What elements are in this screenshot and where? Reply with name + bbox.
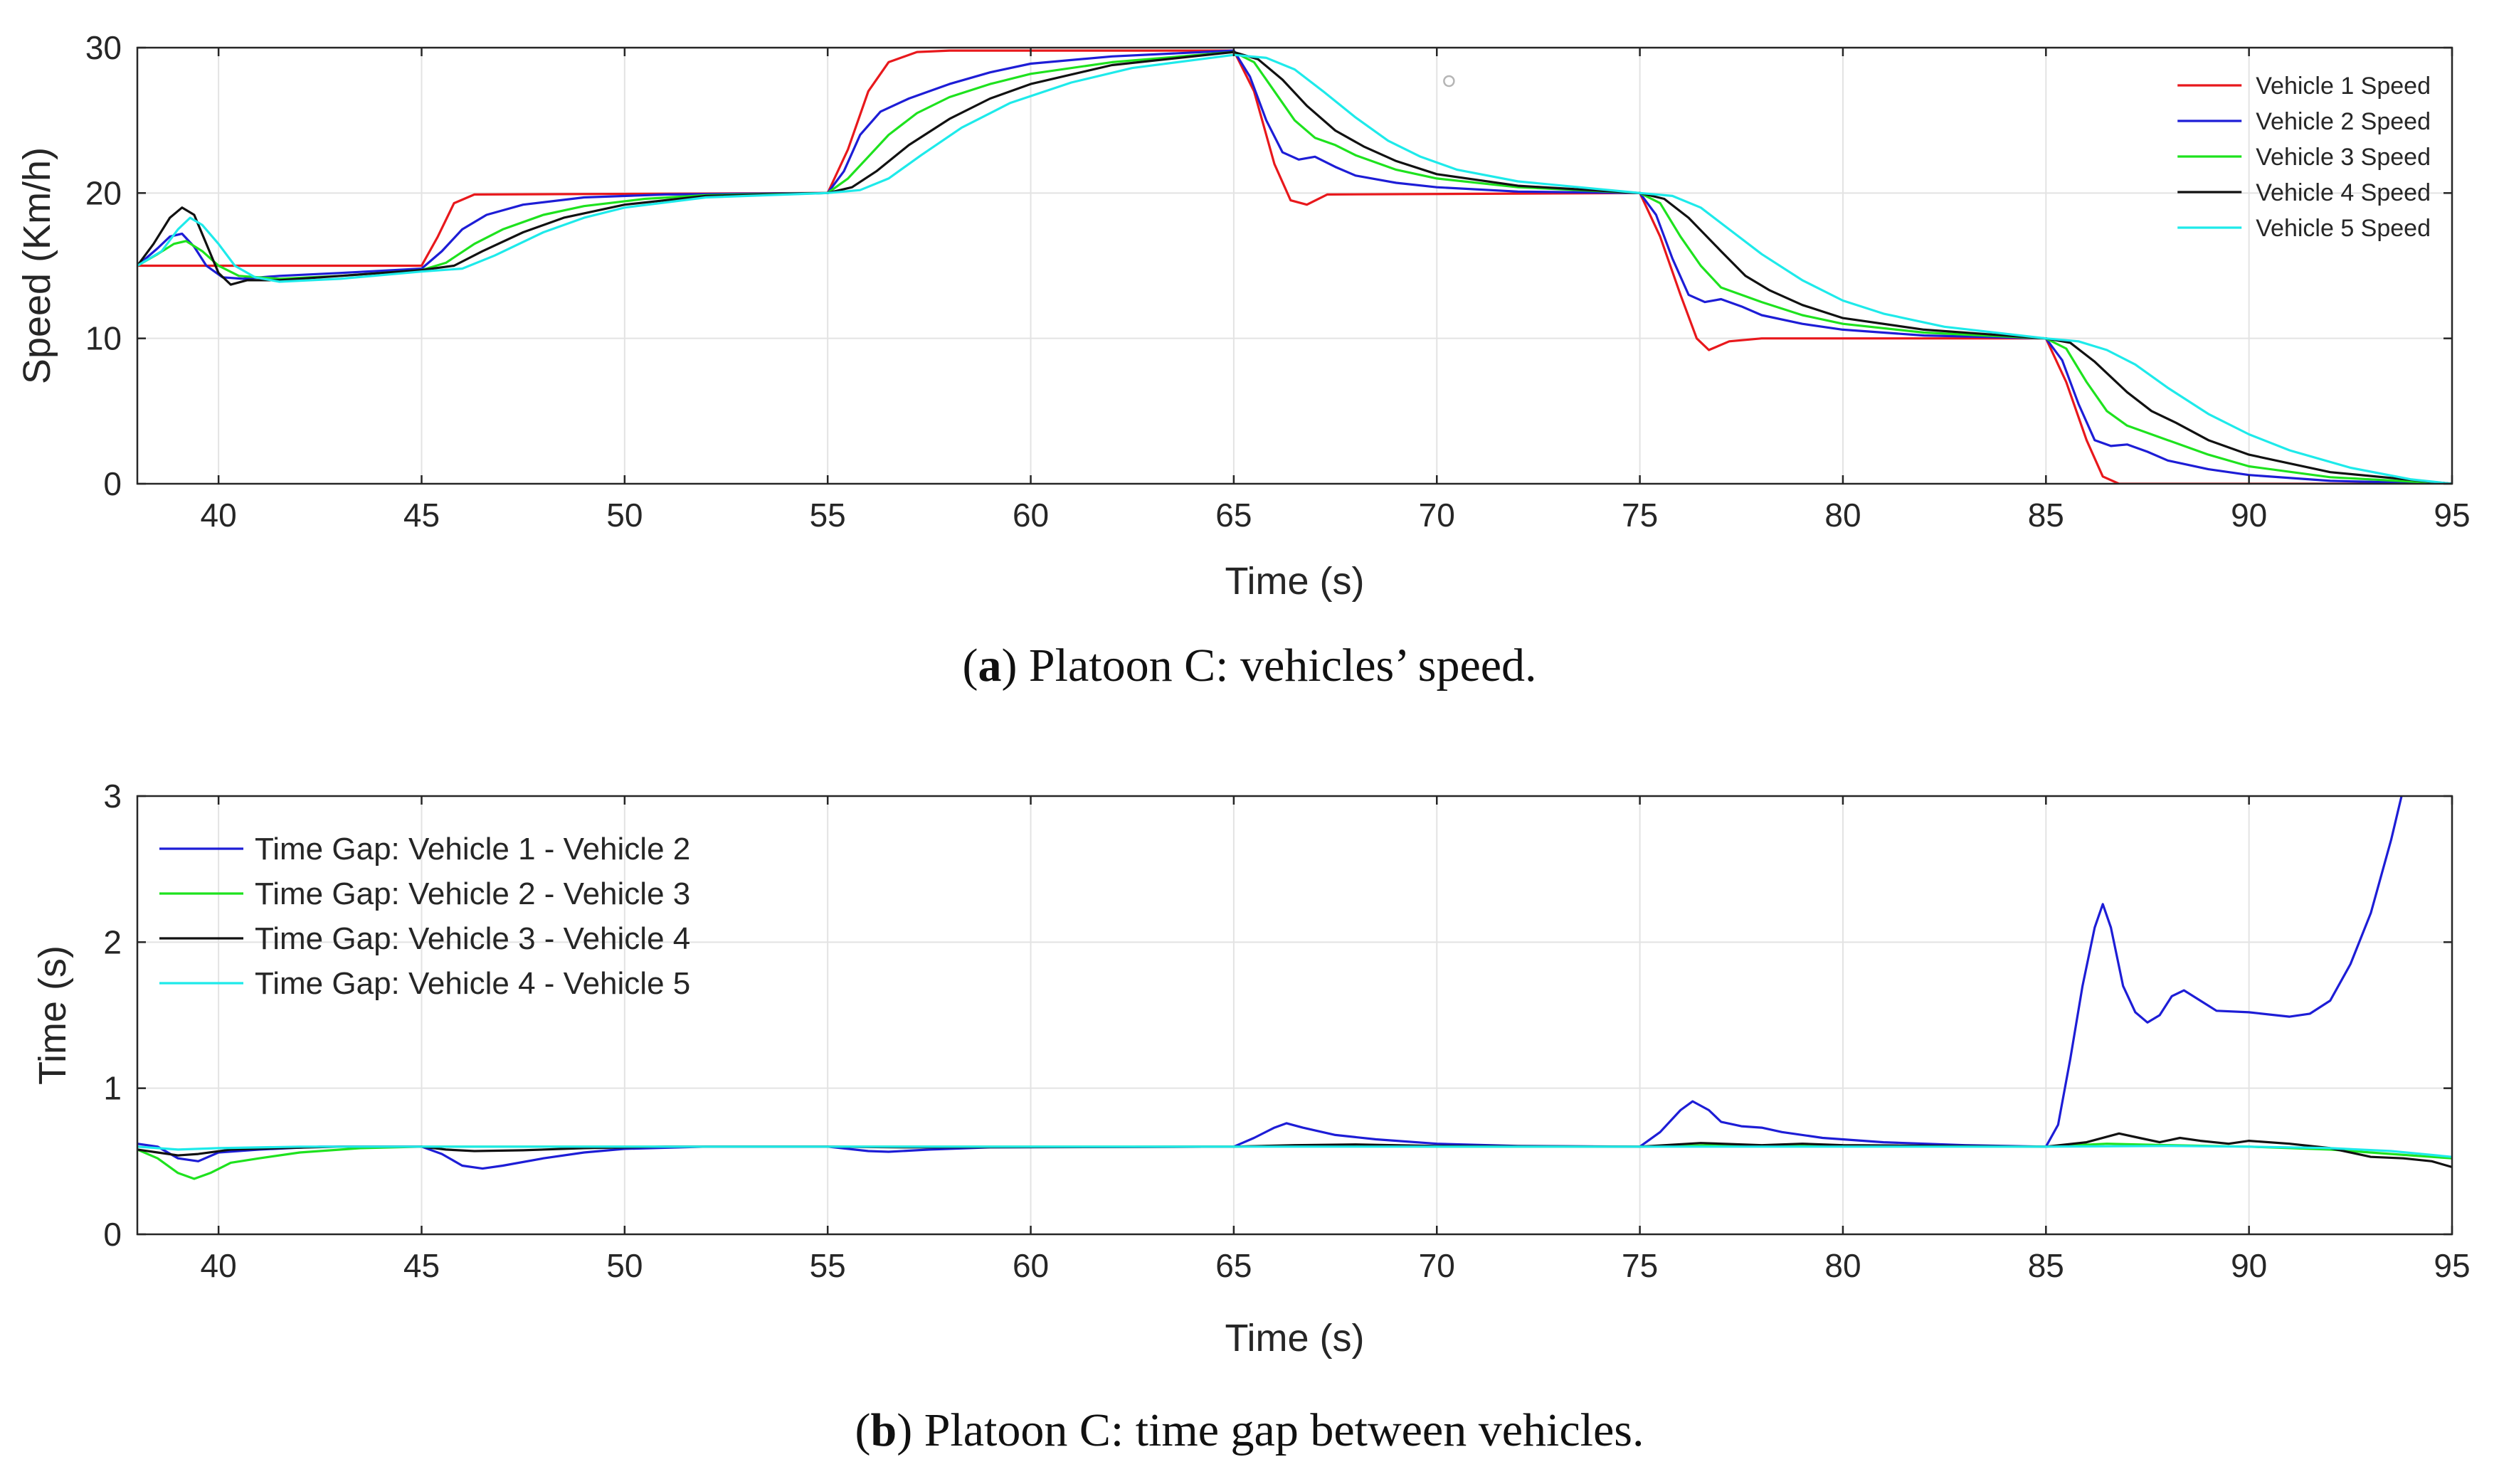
y-tick-label: 30 bbox=[85, 29, 122, 66]
legend-label: Vehicle 2 Speed bbox=[2256, 108, 2431, 135]
y-tick-label: 0 bbox=[103, 465, 122, 502]
x-axis-label: Time (s) bbox=[1225, 1317, 1365, 1360]
x-tick-label: 85 bbox=[2028, 497, 2064, 534]
series-line-4 bbox=[137, 51, 2452, 484]
x-tick-label: 55 bbox=[810, 1247, 846, 1284]
series-line-1 bbox=[137, 796, 2403, 1170]
series-line-2 bbox=[137, 49, 2452, 484]
series-line-1 bbox=[137, 49, 2452, 484]
plot-frame bbox=[136, 795, 2453, 1236]
legend: Time Gap: Vehicle 1 - Vehicle 2 Time Gap:… bbox=[159, 832, 690, 1001]
x-tick-label: 95 bbox=[2434, 1247, 2470, 1284]
series-line-2 bbox=[137, 1143, 2452, 1180]
y-tick-label: 0 bbox=[103, 1216, 122, 1253]
legend-label: Vehicle 5 Speed bbox=[2256, 215, 2431, 242]
y-tick-label: 20 bbox=[85, 174, 122, 211]
x-tick-label: 70 bbox=[1419, 1247, 1455, 1284]
x-tick-label: 50 bbox=[606, 1247, 643, 1284]
x-tick-label: 80 bbox=[1824, 1247, 1861, 1284]
legend-label: Time Gap: Vehicle 2 - Vehicle 3 bbox=[255, 876, 690, 911]
x-tick-label: 60 bbox=[1013, 497, 1049, 534]
legend-label: Time Gap: Vehicle 1 - Vehicle 2 bbox=[255, 832, 690, 866]
legend-label: Vehicle 4 Speed bbox=[2256, 179, 2431, 206]
x-tick-label: 90 bbox=[2231, 1247, 2267, 1284]
series-line-4 bbox=[137, 1145, 2452, 1158]
caption-b: (b) Platoon C: time gap between vehicles… bbox=[855, 1404, 1644, 1456]
speed-chart: 40 45 50 55 60 65 70 75 80 85 90 95 0 10 20 30 Time (s) S… bbox=[16, 29, 2471, 603]
x-tick-label: 70 bbox=[1419, 497, 1455, 534]
plot-frame bbox=[136, 46, 2453, 485]
series-group bbox=[137, 796, 2452, 1180]
x-tick-label: 45 bbox=[403, 497, 440, 534]
series-line-5 bbox=[137, 53, 2452, 484]
y-axis-label: Speed (Km/h) bbox=[16, 147, 58, 384]
y-axis-label: Time (s) bbox=[31, 945, 74, 1085]
legend-label: Time Gap: Vehicle 4 - Vehicle 5 bbox=[255, 966, 690, 1001]
x-tick-label: 85 bbox=[2028, 1247, 2064, 1284]
series-line-3 bbox=[137, 1132, 2452, 1169]
y-tick-label: 10 bbox=[85, 320, 122, 357]
y-tick-label: 1 bbox=[103, 1070, 122, 1107]
time-gap-chart: 40 45 50 55 60 65 70 75 80 85 90 95 0 1 2 3 Time (s) Time… bbox=[31, 778, 2471, 1360]
x-tick-label: 55 bbox=[810, 497, 846, 534]
x-tick-label: 90 bbox=[2231, 497, 2267, 534]
legend-label: Time Gap: Vehicle 3 - Vehicle 4 bbox=[255, 921, 690, 956]
legend-label: Vehicle 3 Speed bbox=[2256, 144, 2431, 171]
x-tick-label: 50 bbox=[606, 497, 643, 534]
y-tick-label: 2 bbox=[103, 923, 122, 960]
x-tick-label: 75 bbox=[1622, 1247, 1658, 1284]
caption-a: (a) Platoon C: vehicles’ speed. bbox=[962, 640, 1536, 691]
y-tick-label: 3 bbox=[103, 778, 122, 815]
x-tick-label: 40 bbox=[201, 497, 237, 534]
x-tick-label: 40 bbox=[201, 1247, 237, 1284]
legend: Vehicle 1 Speed Vehicle 2 Speed Vehicle 3 … bbox=[2177, 73, 2431, 242]
x-tick-label: 65 bbox=[1215, 1247, 1252, 1284]
stray-marker bbox=[1443, 75, 1455, 88]
x-tick-label: 75 bbox=[1622, 497, 1658, 534]
x-axis-label: Time (s) bbox=[1225, 560, 1365, 603]
series-line-3 bbox=[137, 51, 2452, 484]
x-tick-label: 95 bbox=[2434, 497, 2470, 534]
x-tick-label: 80 bbox=[1824, 497, 1861, 534]
series-group bbox=[137, 49, 2452, 484]
x-tick-label: 60 bbox=[1013, 1247, 1049, 1284]
x-tick-label: 45 bbox=[403, 1247, 440, 1284]
x-tick-label: 65 bbox=[1215, 497, 1252, 534]
legend-label: Vehicle 1 Speed bbox=[2256, 73, 2431, 100]
